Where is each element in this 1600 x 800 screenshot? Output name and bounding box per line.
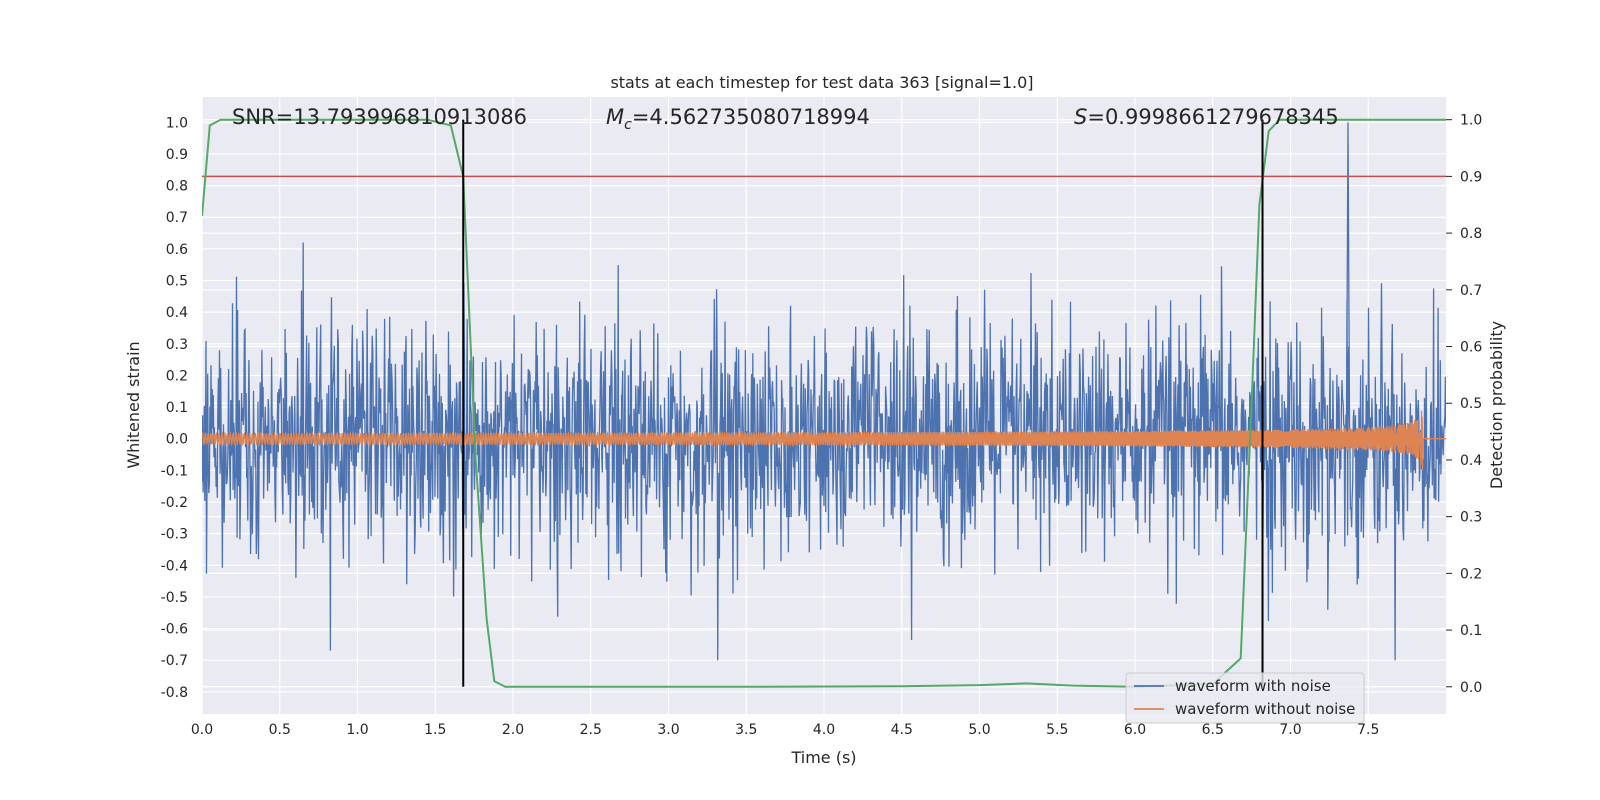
x-tick-label: 7.5	[1357, 722, 1379, 738]
y-tick-label: 0.1	[166, 400, 188, 416]
y2-axis-label: Detection probability	[1487, 321, 1506, 489]
series-waveform-with-noise	[202, 122, 1446, 661]
series-detection-probability	[202, 118, 1446, 688]
series-waveform-without-noise	[202, 410, 1446, 471]
y2-tick-label: 0.5	[1460, 396, 1482, 412]
y-tick-label: -0.8	[161, 685, 188, 701]
y-tick-label: -0.7	[161, 653, 188, 669]
annotation-mc-symbol: M	[606, 105, 624, 129]
x-tick-label: 4.0	[813, 722, 835, 738]
annotation-mc-value: =4.562735080718994	[632, 105, 870, 129]
y-tick-label: -0.3	[161, 527, 188, 543]
y2-tick-label: 0.1	[1460, 623, 1482, 639]
y-tick-label: -0.4	[161, 558, 188, 574]
y2-tick-label: 0.0	[1460, 680, 1482, 696]
y2-tick-label: 0.6	[1460, 340, 1482, 356]
detection-vlines	[462, 119, 1264, 687]
x-tick-label: 6.0	[1124, 722, 1146, 738]
y-tick-label: 1.0	[166, 115, 188, 131]
y2-tick-label: 0.9	[1460, 169, 1482, 185]
y-tick-label: 0.6	[166, 242, 188, 258]
x-tick-label: 2.5	[580, 722, 602, 738]
x-tick-label: 5.5	[1046, 722, 1068, 738]
y2-tick-label: 0.3	[1460, 510, 1482, 526]
y-axis-ticks: -0.8 -0.7 -0.6 -0.5 -0.4 -0.3 -0.2 -0.1 0.0 0.1 0.…	[161, 115, 188, 701]
y-tick-label: 0.5	[166, 274, 188, 290]
y-tick-label: 0.3	[166, 337, 188, 353]
x-tick-label: 5.0	[968, 722, 990, 738]
annotation-s-value: =0.9998661279678345	[1087, 105, 1338, 129]
probability-line	[202, 118, 1446, 688]
x-tick-label: 3.0	[657, 722, 679, 738]
x-tick-label: 6.5	[1202, 722, 1224, 738]
x-tick-label: 7.0	[1279, 722, 1301, 738]
annotation-mc-subscript: c	[624, 117, 632, 133]
y-tick-label: -0.5	[161, 590, 188, 606]
y-tick-label: 0.0	[166, 432, 188, 448]
y-tick-label: 0.9	[166, 147, 188, 163]
y-tick-label: -0.6	[161, 622, 188, 638]
x-tick-label: 2.0	[502, 722, 524, 738]
legend-label-noise: waveform with noise	[1175, 677, 1331, 695]
x-tick-label: 1.0	[346, 722, 368, 738]
y-tick-label: 0.4	[166, 305, 188, 321]
legend-label-clean: waveform without noise	[1175, 700, 1355, 718]
annotation-snr: SNR=13.793996810913086	[232, 105, 527, 129]
y-tick-label: 0.8	[166, 179, 188, 195]
y-axis-label: Whitened strain	[124, 341, 143, 468]
y-tick-label: -0.2	[161, 495, 188, 511]
x-tick-label: 0.0	[191, 722, 213, 738]
x-tick-label: 1.5	[424, 722, 446, 738]
clean-line	[202, 410, 1446, 471]
y2-axis-ticks: 0.0 0.1 0.2 0.3 0.4 0.5 0.6 0.7 0.8 0.9 1.0	[1446, 113, 1482, 696]
legend: waveform with noise waveform without noi…	[1125, 672, 1365, 724]
legend-box	[1125, 672, 1365, 724]
annotation-s: S=0.9998661279678345	[1074, 105, 1339, 129]
annotation-s-symbol: S	[1074, 105, 1087, 129]
x-tick-label: 0.5	[269, 722, 291, 738]
y2-tick-label: 0.7	[1460, 283, 1482, 299]
x-tick-label: 4.5	[891, 722, 913, 738]
x-axis-ticks: 0.0 0.5 1.0 1.5 2.0 2.5 3.0 3.5 4.0 4.5 5.0 5.5 6.0 6…	[191, 722, 1380, 738]
plot-area	[202, 118, 1446, 688]
y-tick-label: 0.7	[166, 210, 188, 226]
y-tick-label: 0.2	[166, 368, 188, 384]
chart-title: stats at each timestep for test data 363…	[610, 73, 1033, 92]
y2-tick-label: 0.4	[1460, 453, 1482, 469]
x-axis-label: Time (s)	[790, 748, 856, 767]
y-tick-label: -0.1	[161, 463, 188, 479]
y2-tick-label: 0.8	[1460, 226, 1482, 242]
x-tick-label: 3.5	[735, 722, 757, 738]
y2-tick-label: 1.0	[1460, 113, 1482, 129]
annotation-chirp-mass: Mc=4.562735080718994	[606, 105, 870, 133]
y2-tick-label: 0.2	[1460, 566, 1482, 582]
noise-line	[202, 122, 1446, 661]
